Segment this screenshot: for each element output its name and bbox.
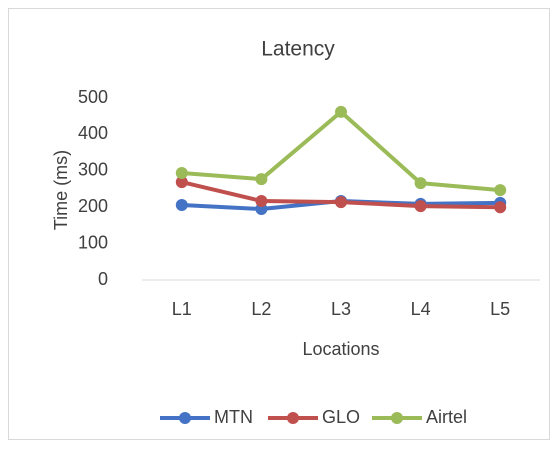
x-tick-label: L2 bbox=[251, 299, 271, 319]
data-point bbox=[175, 166, 188, 179]
data-point bbox=[175, 176, 188, 189]
legend-marker bbox=[287, 412, 299, 424]
x-axis-label: Locations bbox=[302, 339, 379, 359]
chart-title: Latency bbox=[261, 38, 335, 61]
legend-label: GLO bbox=[322, 407, 360, 427]
y-tick-label: 100 bbox=[78, 232, 108, 252]
data-point bbox=[335, 196, 347, 209]
x-tick-label: L1 bbox=[172, 299, 192, 319]
data-point bbox=[494, 184, 507, 197]
y-tick-label: 400 bbox=[78, 123, 108, 143]
y-tick-label: 0 bbox=[98, 269, 108, 289]
legend-marker bbox=[391, 412, 403, 424]
data-point bbox=[414, 177, 427, 190]
data-point bbox=[175, 199, 188, 212]
data-point bbox=[414, 200, 427, 213]
data-point bbox=[335, 105, 347, 118]
data-point bbox=[255, 195, 268, 208]
x-tick-label: L3 bbox=[331, 299, 351, 319]
chart-border bbox=[8, 8, 550, 440]
y-tick-label: 500 bbox=[78, 87, 108, 107]
legend-label: Airtel bbox=[426, 407, 467, 427]
x-tick-label: L4 bbox=[411, 299, 431, 319]
legend-label: MTN bbox=[214, 407, 253, 427]
data-point bbox=[255, 173, 268, 186]
data-point bbox=[494, 201, 507, 214]
y-tick-label: 300 bbox=[78, 160, 108, 180]
x-tick-label: L5 bbox=[490, 299, 510, 319]
y-tick-label: 200 bbox=[78, 196, 108, 216]
legend-marker bbox=[179, 412, 191, 424]
y-axis-label: Time (ms) bbox=[51, 150, 71, 230]
